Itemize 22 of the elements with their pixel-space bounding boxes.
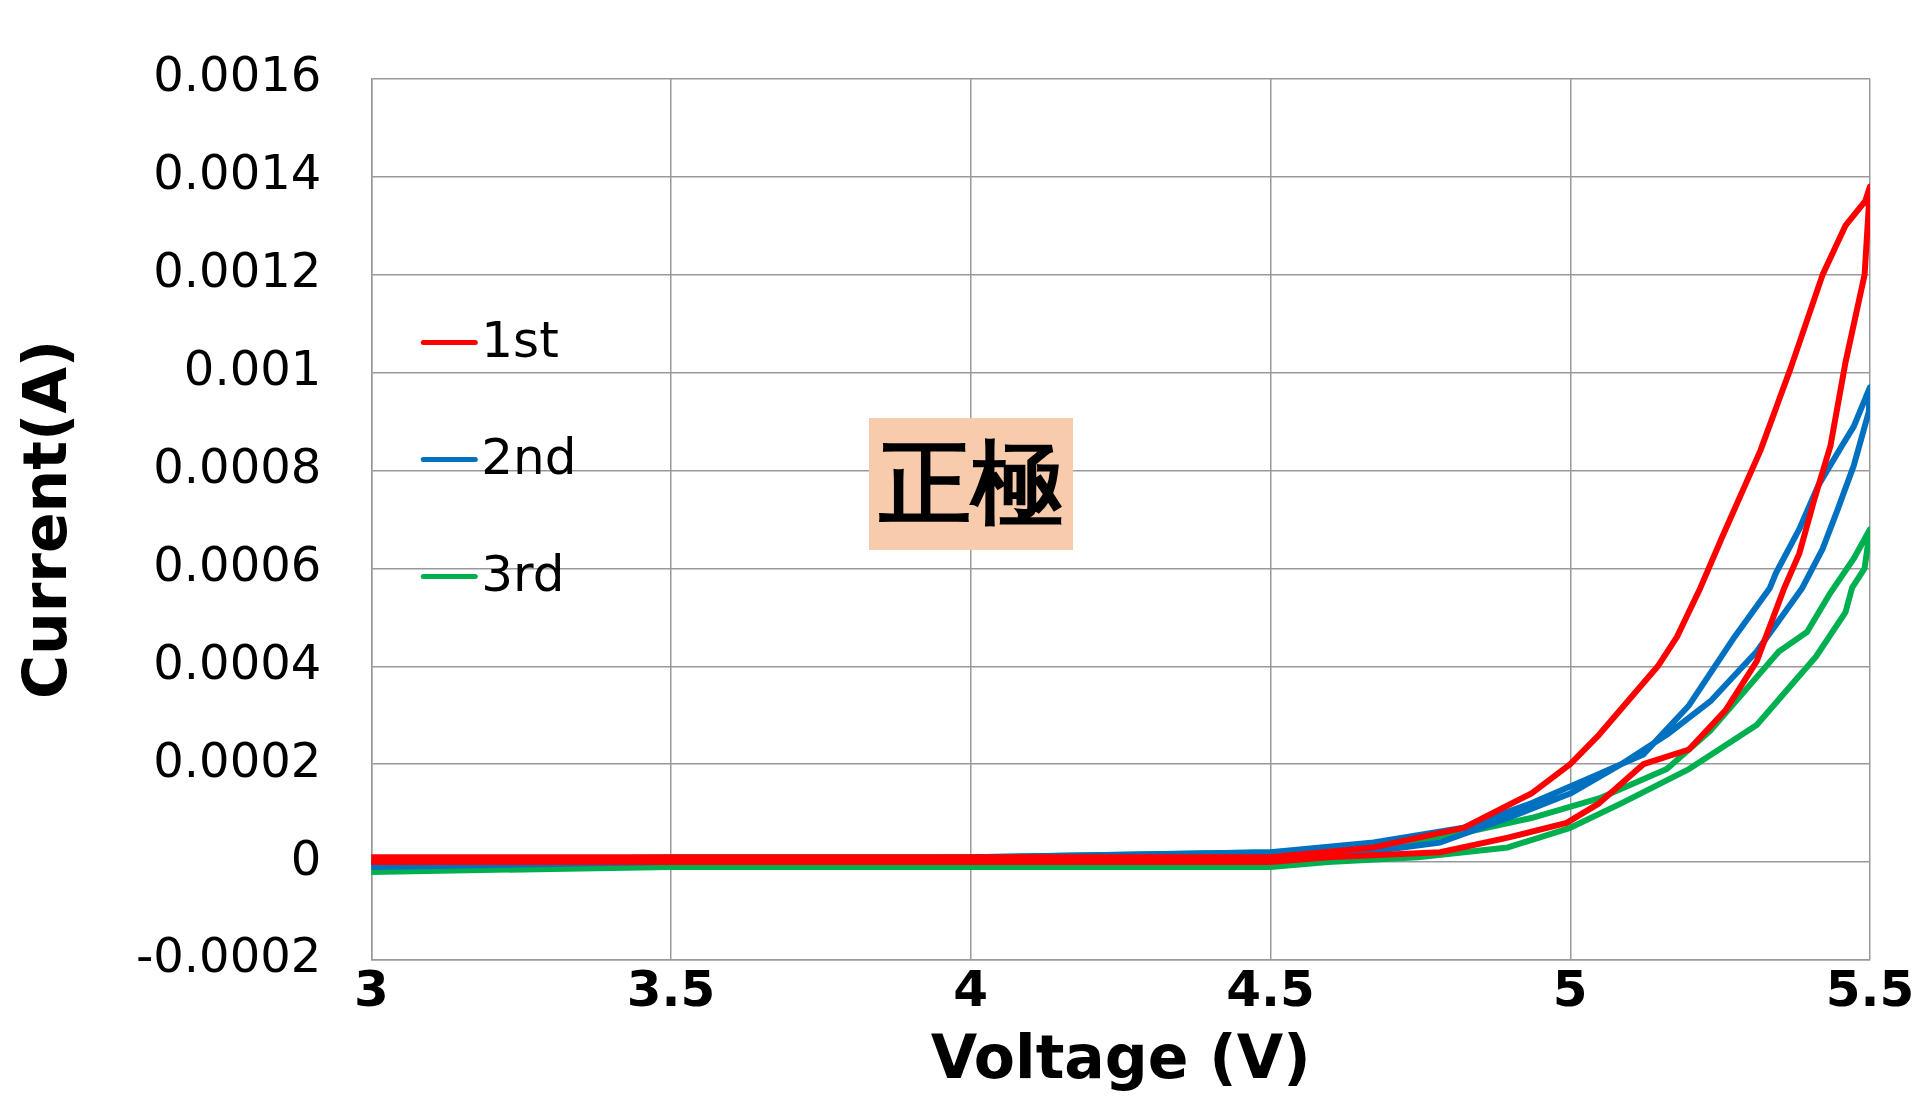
x-tick-label: 5 bbox=[1552, 959, 1588, 1018]
legend-label: 3rd bbox=[481, 545, 565, 604]
x-axis-title: Voltage (V) bbox=[930, 1021, 1311, 1092]
y-tick-label: 0.0002 bbox=[153, 731, 322, 788]
y-tick-label: -0.0002 bbox=[135, 927, 322, 984]
x-tick-label: 3.5 bbox=[626, 959, 716, 1018]
y-tick-label: 0.001 bbox=[183, 340, 322, 396]
y-tick-label: 0.0008 bbox=[153, 437, 322, 494]
annotation: 正極 bbox=[868, 418, 1073, 551]
x-tick-label: 5.5 bbox=[1825, 959, 1915, 1018]
x-tick-label: 3 bbox=[353, 959, 389, 1018]
y-tick-label: 0.0012 bbox=[153, 242, 322, 299]
legend-label: 1st bbox=[481, 311, 559, 370]
y-tick-label: 0.0004 bbox=[153, 633, 322, 690]
y-tick-label: 0.0006 bbox=[153, 535, 322, 592]
y-tick-label: 0 bbox=[290, 829, 322, 886]
y-tick-label: 0.0014 bbox=[153, 144, 322, 201]
x-tick-label: 4.5 bbox=[1226, 959, 1315, 1018]
y-tick-label: 0.0016 bbox=[153, 46, 322, 103]
x-tick-label: 4 bbox=[953, 959, 989, 1018]
y-axis-title: Current(A) bbox=[9, 339, 80, 700]
legend-label: 2nd bbox=[481, 428, 577, 487]
